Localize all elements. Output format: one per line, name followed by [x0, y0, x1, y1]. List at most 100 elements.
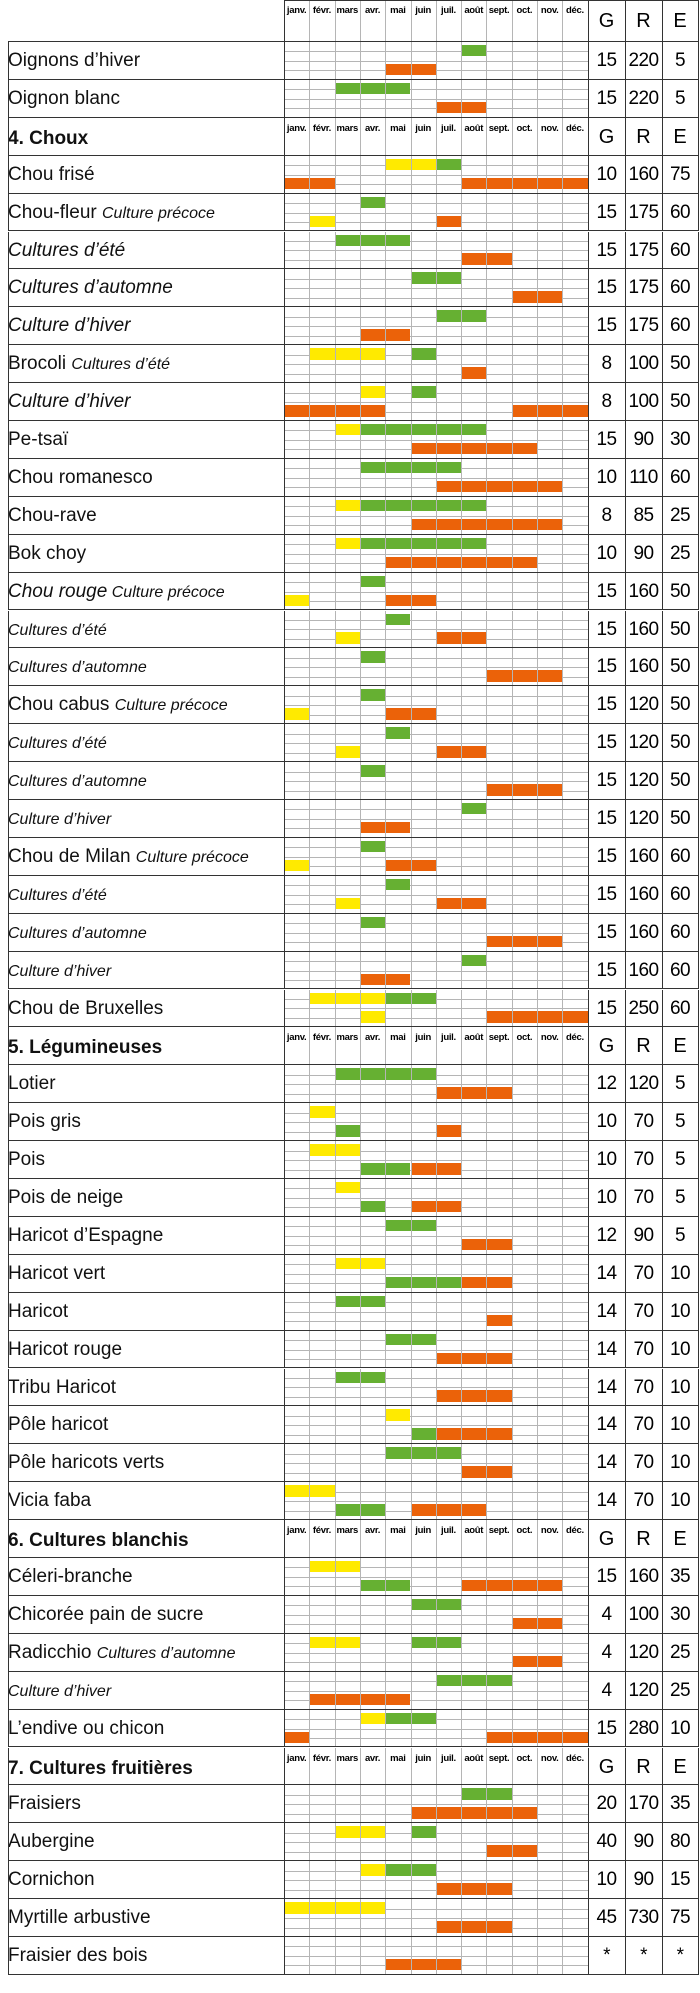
grid-month-line [461, 1330, 463, 1369]
cell-border [698, 193, 699, 232]
grid-month-line [385, 42, 387, 80]
value-g: 15 [596, 808, 618, 829]
grid-month-line [410, 307, 412, 346]
grid-month-line [410, 1330, 412, 1369]
crop-row: Chou de Bruxelles 15 250 60 [0, 989, 700, 1028]
grid-month-line [309, 1671, 311, 1710]
grid-month-line [461, 1254, 463, 1293]
value-e: 5 [675, 1149, 686, 1171]
value-r: 175 [628, 315, 660, 337]
grid-month-line [410, 800, 412, 838]
grid-month-line [410, 951, 412, 990]
plant-bar [359, 196, 386, 209]
plant-bar [359, 916, 386, 929]
value-r: 160 [628, 618, 660, 640]
month-label: oct. [516, 1032, 533, 1044]
grid-month-line [537, 1747, 538, 1786]
grid-month-line [334, 989, 336, 1028]
grid-month-line [385, 231, 387, 270]
value-g: 15 [596, 315, 618, 337]
grid-month-line [385, 1785, 387, 1824]
grid-month-line [435, 1179, 437, 1217]
cell-border [588, 1595, 589, 1634]
crop-name: Chou de Milan Culture précoce [8, 838, 288, 876]
crop-name-part: Chou de Bruxelles [8, 997, 164, 1019]
grid-month-line [511, 1027, 513, 1066]
cell-border [662, 1899, 663, 1937]
cell-border [698, 610, 699, 649]
month-label: mars [336, 1752, 358, 1764]
value-g: 14 [596, 1490, 618, 1512]
cell-border [284, 1254, 285, 1293]
grid-month-line [359, 1747, 361, 1786]
sow-bar [359, 1864, 386, 1876]
value-r: 70 [633, 1452, 655, 1474]
grid-month-line [385, 1216, 387, 1255]
grid-month-line [562, 1103, 564, 1142]
cell-border [662, 1595, 663, 1634]
cell-border [662, 1861, 663, 1900]
grid-month-line [537, 724, 538, 763]
harvest-bar [385, 859, 436, 872]
grid-month-line [461, 1633, 463, 1672]
grid-month-line [359, 1027, 361, 1066]
cell-border [588, 1254, 589, 1293]
value-r: 175 [628, 239, 660, 261]
crop-name-part: L’endive ou chicon [8, 1717, 165, 1739]
value-r: 120 [628, 732, 660, 754]
grid-month-line [511, 1216, 513, 1255]
cell-border [588, 1103, 589, 1142]
plant-bar [359, 840, 386, 853]
grid-month-line [461, 686, 463, 725]
cell-border [284, 610, 285, 649]
row-border [8, 1898, 699, 1900]
cell-border [662, 1558, 663, 1596]
grid-month-line [486, 1823, 488, 1862]
value-column-header: G [598, 1528, 615, 1551]
cell-border [662, 610, 663, 649]
grid-month-line [461, 610, 463, 649]
crop-name: Cultures d’automne [8, 648, 288, 686]
grid-month-line [537, 1330, 538, 1369]
value-g: 15 [596, 883, 618, 905]
value-e: 60 [670, 921, 691, 943]
cell-border [588, 421, 589, 459]
cell-border [588, 1065, 589, 1104]
cell-border [625, 496, 626, 535]
cell-border [698, 269, 699, 308]
grid-month-line [385, 307, 387, 346]
grid-month-line [537, 1671, 538, 1710]
cell-border [284, 345, 285, 384]
grid-month-line [537, 913, 538, 952]
grid-month-line [562, 1558, 564, 1596]
value-r: 90 [633, 1831, 655, 1853]
row-border [8, 344, 699, 346]
grid-month-line [359, 1709, 361, 1748]
cell-border [625, 1709, 626, 1748]
value-g: 15 [596, 770, 618, 792]
crop-name: Oignon blanc [8, 80, 288, 118]
cell-border [8, 1747, 9, 1786]
cell-border [698, 534, 699, 573]
grid-month-line [334, 1254, 336, 1293]
row-border [8, 1102, 699, 1104]
grid-month-line [537, 1368, 538, 1407]
cell-border [588, 0, 589, 42]
grid-month-line [385, 1254, 387, 1293]
crop-name: Lotier [8, 1065, 288, 1103]
cell-border [625, 1330, 626, 1369]
grid-month-line [562, 1330, 564, 1369]
cell-border [284, 155, 285, 194]
crop-row: Tribu Haricot 14 70 10 [0, 1368, 700, 1407]
grid-month-line [359, 1861, 361, 1900]
cell-border [284, 307, 285, 346]
cell-border [8, 951, 9, 990]
cell-border [284, 1027, 285, 1066]
row-border [8, 685, 699, 687]
cell-border [8, 269, 9, 308]
plant-bar [359, 765, 386, 777]
month-label: janv. [286, 1752, 307, 1764]
grid-month-line [359, 0, 361, 42]
grid-month-line [511, 231, 513, 270]
crop-name: Vicia faba [8, 1482, 288, 1520]
